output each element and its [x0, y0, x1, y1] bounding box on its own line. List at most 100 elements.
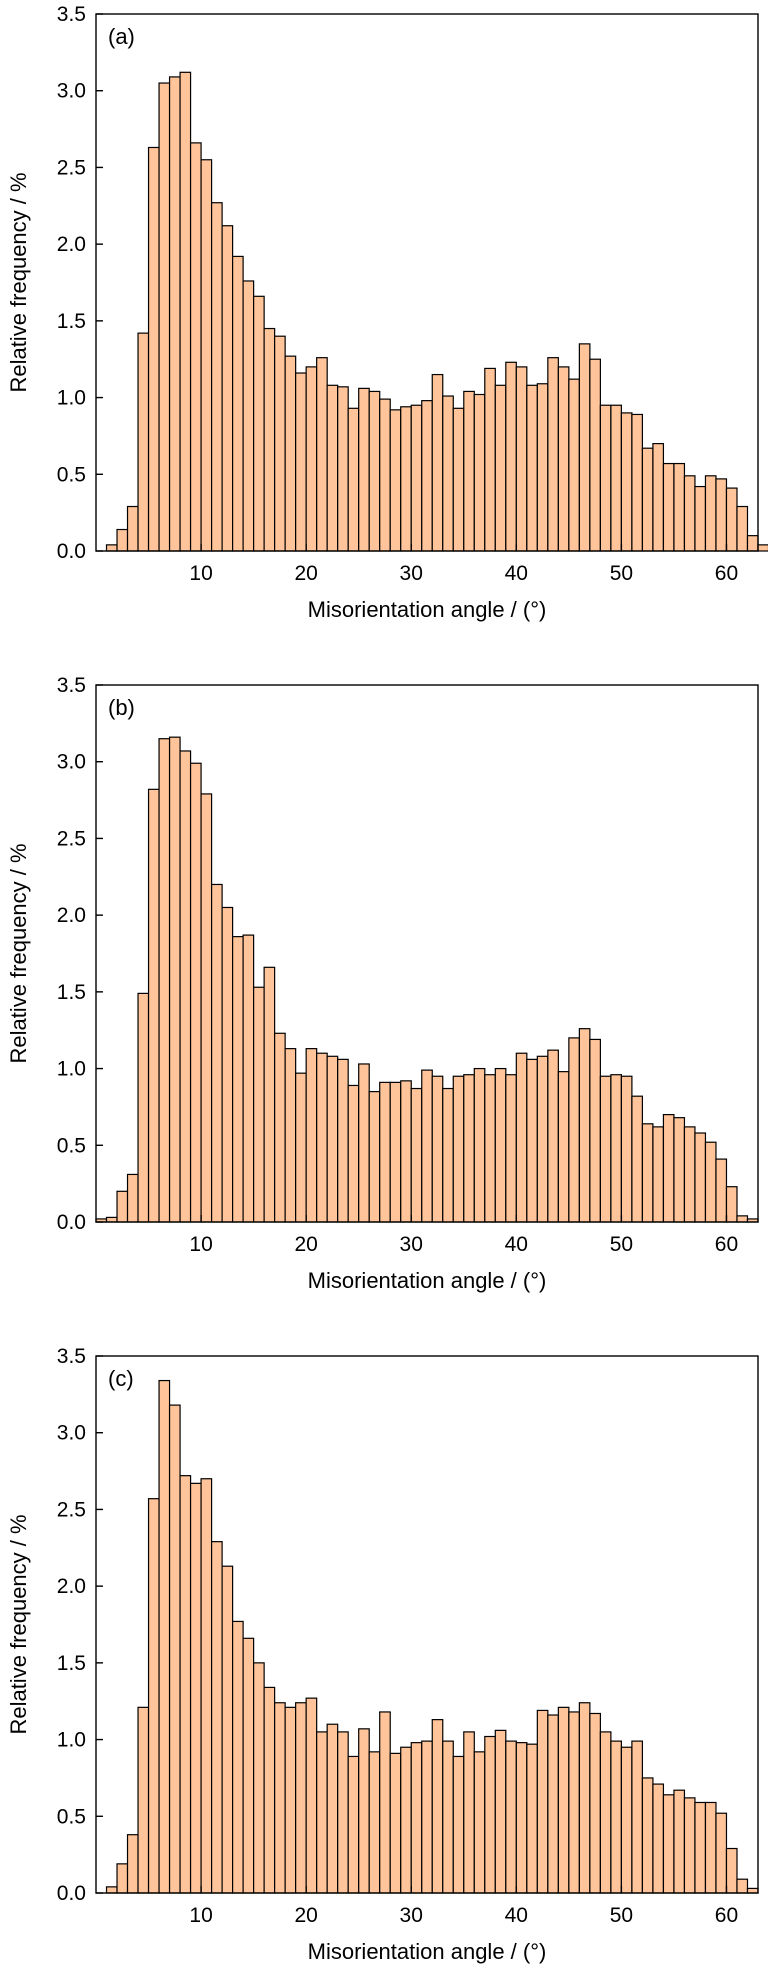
bar — [263, 327, 276, 552]
y-tick-label: 3.0 — [57, 751, 86, 774]
bar — [210, 1541, 223, 1894]
bar — [736, 1215, 749, 1223]
bar — [179, 1475, 192, 1894]
bar — [484, 1735, 496, 1894]
bar — [200, 159, 213, 552]
bar — [610, 1740, 623, 1894]
bar — [620, 1075, 633, 1223]
bar — [452, 1755, 465, 1894]
bar — [505, 1740, 517, 1894]
bar — [526, 1743, 538, 1894]
bar — [557, 1071, 570, 1223]
bar — [715, 1158, 728, 1223]
bar — [631, 1095, 644, 1223]
bar — [736, 505, 749, 552]
y-tick-label: 3.0 — [57, 1422, 86, 1445]
bar — [253, 295, 265, 552]
bar — [253, 986, 265, 1223]
bar — [305, 1048, 318, 1223]
bar — [662, 462, 675, 552]
bar — [631, 413, 644, 552]
y-tick-label: 1.5 — [57, 310, 86, 333]
y-tick-label: 3.0 — [57, 80, 86, 103]
bar — [358, 1063, 370, 1223]
bar — [463, 1074, 475, 1223]
bar — [505, 361, 517, 552]
bar — [210, 883, 223, 1223]
bar — [620, 1746, 633, 1894]
bar — [179, 71, 192, 552]
bar — [379, 398, 391, 552]
bar — [536, 1055, 549, 1223]
y-tick-label: 1.0 — [57, 387, 86, 410]
bar — [158, 738, 171, 1223]
bar — [536, 1709, 549, 1894]
y-tick-label: 3.5 — [57, 3, 86, 26]
x-tick-label: 40 — [505, 562, 528, 585]
y-tick-label: 3.5 — [57, 674, 86, 697]
bar — [379, 1081, 391, 1223]
bar — [442, 1740, 454, 1894]
bar — [683, 475, 696, 552]
bar — [326, 1723, 339, 1894]
bar — [547, 1714, 559, 1894]
bar — [746, 535, 759, 552]
y-tick-label: 0.0 — [57, 1882, 86, 1905]
y-tick-label: 0.5 — [57, 1134, 86, 1157]
x-tick-label: 20 — [294, 562, 317, 585]
bar — [704, 1141, 717, 1223]
bar — [484, 1074, 496, 1223]
bar — [232, 936, 244, 1223]
x-axis-label: Misorientation angle / (°) — [308, 1939, 547, 1964]
bar — [400, 1080, 412, 1223]
plot-frame — [95, 1355, 759, 1894]
bar — [274, 1702, 286, 1894]
bar — [715, 1812, 728, 1894]
plot-frame — [95, 13, 759, 552]
x-tick-label: 30 — [400, 1904, 423, 1927]
bar — [515, 1742, 528, 1894]
y-axis-label: Relative frequency / % — [6, 843, 31, 1063]
bar — [589, 1712, 601, 1894]
bar — [452, 407, 465, 552]
bar — [526, 384, 538, 552]
x-tick-label: 60 — [715, 1233, 738, 1256]
bar — [116, 1863, 129, 1894]
x-tick-label: 40 — [505, 1904, 528, 1927]
y-axis-label: Relative frequency / % — [6, 172, 31, 392]
bar — [652, 1126, 665, 1223]
bar — [210, 202, 223, 552]
bar — [652, 443, 665, 552]
x-tick-label: 30 — [400, 1233, 423, 1256]
bar — [221, 225, 234, 552]
bar — [725, 1186, 738, 1223]
bar — [599, 1075, 612, 1223]
bar — [589, 1038, 601, 1223]
bar — [189, 142, 202, 552]
bar — [494, 1067, 507, 1223]
x-tick-label: 50 — [610, 562, 633, 585]
bar — [578, 343, 591, 552]
bar — [242, 280, 255, 552]
bar — [105, 1886, 118, 1894]
bar — [673, 1117, 686, 1223]
y-tick-label: 1.0 — [57, 1058, 86, 1081]
bar — [715, 478, 728, 552]
bar — [200, 793, 213, 1223]
bar — [232, 1620, 244, 1894]
y-tick-label: 0.0 — [57, 540, 86, 563]
bar — [568, 1037, 580, 1223]
y-tick-label: 0.0 — [57, 1211, 86, 1234]
bar — [147, 1498, 160, 1894]
bar — [379, 1711, 391, 1894]
bar — [515, 1052, 528, 1223]
bar — [158, 82, 171, 552]
bar — [263, 1686, 276, 1894]
bar — [105, 544, 118, 552]
y-tick-label: 2.5 — [57, 827, 86, 850]
bar — [473, 393, 486, 552]
x-tick-label: 10 — [189, 562, 212, 585]
panel-label: (b) — [108, 695, 135, 720]
x-axis-label: Misorientation angle / (°) — [308, 1268, 547, 1293]
